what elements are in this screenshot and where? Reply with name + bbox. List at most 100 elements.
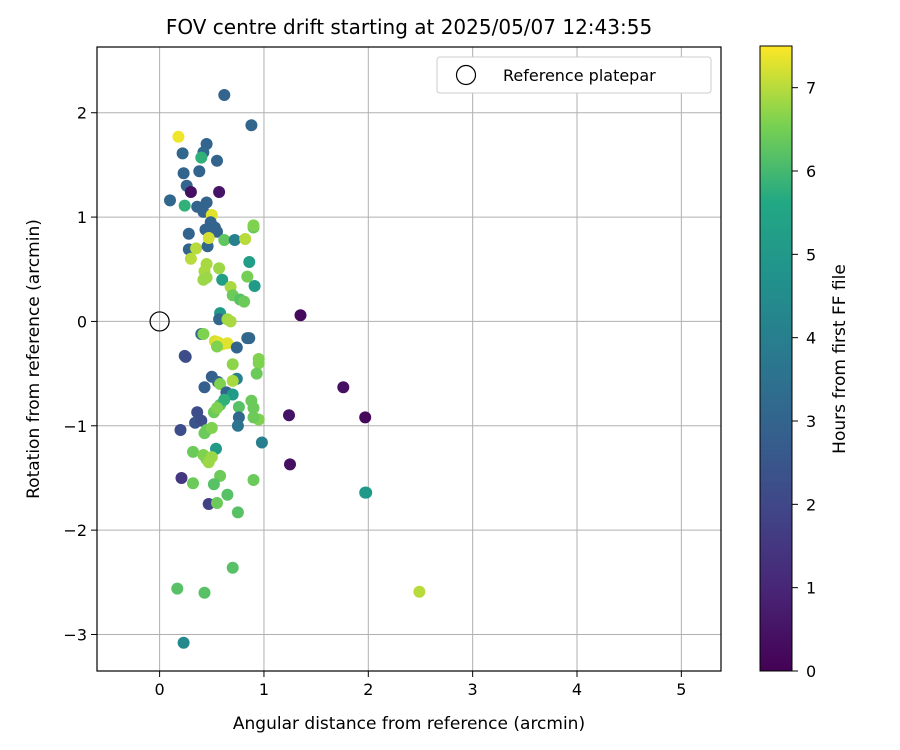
- data-point: [184, 252, 197, 265]
- data-point: [360, 486, 373, 499]
- data-point: [337, 381, 350, 394]
- data-point: [214, 469, 227, 482]
- data-point: [284, 458, 296, 471]
- data-point: [211, 402, 223, 414]
- y-tick-label: −2: [63, 521, 87, 540]
- data-point: [200, 271, 213, 284]
- data-point: [190, 242, 203, 255]
- data-point: [198, 381, 211, 394]
- data-point: [413, 585, 426, 598]
- data-point: [283, 409, 295, 422]
- data-point: [179, 350, 192, 363]
- y-axis-label: Rotation from reference (arcmin): [24, 219, 44, 499]
- data-point: [174, 424, 187, 436]
- data-point: [247, 411, 260, 424]
- colorbar-tick-label: 3: [806, 412, 816, 431]
- colorbar-tick-label: 7: [806, 79, 816, 98]
- data-point: [211, 340, 223, 353]
- data-point: [241, 270, 254, 283]
- data-point: [184, 186, 197, 198]
- y-tick-label: −3: [63, 625, 87, 644]
- data-point: [182, 227, 195, 240]
- y-tick-label: 2: [77, 104, 87, 123]
- legend-box: [436, 56, 712, 94]
- plot-frame: [96, 46, 722, 672]
- data-point: [247, 474, 260, 486]
- colorbar-tick-label: 5: [806, 245, 816, 264]
- chart-title: FOV centre drift starting at 2025/05/07 …: [166, 15, 652, 39]
- data-point: [247, 402, 260, 414]
- data-point: [294, 309, 307, 322]
- data-point: [226, 374, 239, 387]
- legend-label: Reference platepar: [503, 66, 656, 85]
- data-point: [193, 165, 206, 178]
- data-point: [359, 411, 372, 424]
- x-tick-label: 1: [259, 680, 269, 699]
- data-point: [175, 472, 188, 484]
- data-point: [245, 119, 258, 132]
- data-point: [255, 436, 268, 449]
- colorbar-tick-label: 0: [806, 662, 816, 681]
- data-point: [231, 419, 244, 432]
- reference-platepar-marker: [149, 311, 170, 332]
- data-point: [243, 332, 256, 345]
- data-point: [211, 154, 223, 167]
- data-point: [211, 497, 223, 509]
- data-point: [213, 186, 226, 198]
- colorbar-ticks: 0 1 2 3 4 5 6 7: [792, 79, 816, 681]
- legend-marker-icon: [455, 64, 477, 86]
- data-point: [176, 147, 189, 160]
- data-point: [230, 341, 243, 354]
- data-point: [177, 636, 190, 649]
- data-point: [205, 421, 218, 434]
- data-point: [221, 488, 234, 501]
- data-point: [171, 582, 184, 595]
- data-point: [224, 315, 237, 328]
- x-tick-label: 5: [676, 680, 686, 699]
- data-point: [216, 273, 229, 286]
- data-point: [187, 477, 199, 490]
- data-point: [248, 280, 261, 292]
- data-point: [172, 130, 185, 143]
- data-point: [164, 194, 176, 207]
- data-point: [226, 358, 239, 371]
- colorbar-tick-label: 6: [806, 162, 816, 181]
- data-point: [207, 478, 220, 491]
- data-point: [202, 232, 215, 244]
- data-point: [221, 337, 234, 350]
- data-point: [218, 393, 231, 406]
- reference-marker-group: [149, 311, 170, 332]
- data-point: [218, 234, 231, 246]
- colorbar-tick-label: 4: [806, 329, 816, 348]
- x-tick-label: 3: [468, 680, 478, 699]
- colorbar-label: Hours from first FF file: [830, 264, 850, 454]
- x-tick-label: 4: [572, 680, 582, 699]
- data-point: [213, 313, 226, 326]
- data-point: [178, 199, 191, 212]
- data-point: [247, 219, 260, 232]
- data-point: [187, 445, 199, 458]
- data-point: [211, 225, 223, 238]
- y-tick-label: −1: [63, 417, 87, 436]
- data-point: [195, 414, 208, 427]
- x-tick-label: 2: [363, 680, 373, 699]
- axis-ticks: 0 1 2 3 4 5 −3 −2 −1 0 1 2: [63, 104, 686, 699]
- colorbar-gradient: [759, 45, 793, 672]
- data-point: [232, 401, 245, 413]
- data-point: [197, 328, 210, 340]
- y-tick-label: 1: [77, 208, 87, 227]
- data-point: [228, 234, 241, 246]
- data-point: [177, 167, 190, 180]
- colorbar-tick-label: 1: [806, 579, 816, 598]
- data-point: [205, 451, 218, 464]
- data-point: [198, 586, 211, 599]
- data-point: [218, 89, 231, 101]
- data-points: [164, 89, 426, 649]
- data-point: [213, 262, 226, 275]
- colorbar-tick-label: 2: [806, 495, 816, 514]
- data-point: [239, 233, 252, 245]
- data-point: [200, 196, 213, 209]
- data-point: [226, 561, 239, 574]
- y-tick-label: 0: [77, 312, 87, 331]
